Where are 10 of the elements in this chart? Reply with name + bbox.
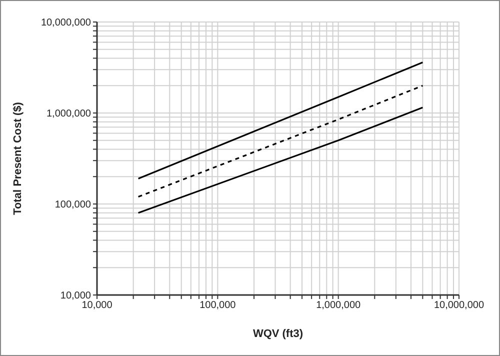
y-tick-label: 1,000,000 — [46, 108, 92, 120]
x-tick-label: 1,000,000 — [316, 300, 362, 312]
y-tick-label: 10,000 — [60, 290, 92, 302]
x-tick-label: 10,000 — [82, 300, 113, 312]
y-tick-label: 10,000,000 — [40, 18, 92, 29]
x-tick-label: 100,000 — [200, 300, 236, 312]
x-tick-label: 10,000,000 — [434, 300, 484, 312]
y-tick-label: 100,000 — [54, 200, 92, 211]
y-axis-title: Total Present Cost ($) — [12, 102, 24, 215]
x-axis-title: WQV (ft3) — [252, 328, 304, 340]
